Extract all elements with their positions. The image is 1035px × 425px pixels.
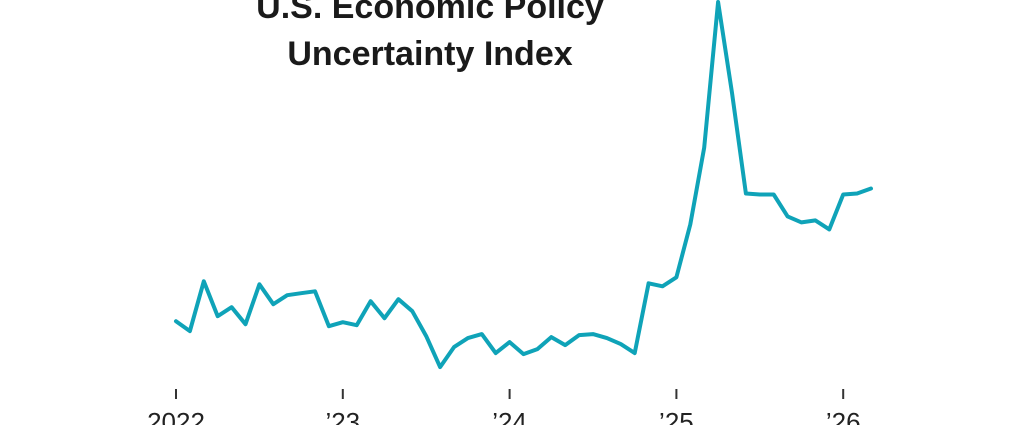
plot-area xyxy=(174,0,873,370)
series-line xyxy=(174,0,873,370)
x-axis: 2022 ’23 ’24 ’25 ’26 xyxy=(147,389,861,425)
x-tick-label: ’25 xyxy=(659,407,694,425)
x-tick-label: ’24 xyxy=(492,407,527,425)
chart-title: U.S. Economic Policy Uncertainty Index xyxy=(256,0,604,73)
chart-title-line-1: U.S. Economic Policy xyxy=(256,0,604,26)
x-tick-label: ’23 xyxy=(325,407,360,425)
x-tick-label: ’26 xyxy=(826,407,861,425)
x-tick-label: 2022 xyxy=(147,407,205,425)
chart-title-line-2: Uncertainty Index xyxy=(287,35,572,73)
